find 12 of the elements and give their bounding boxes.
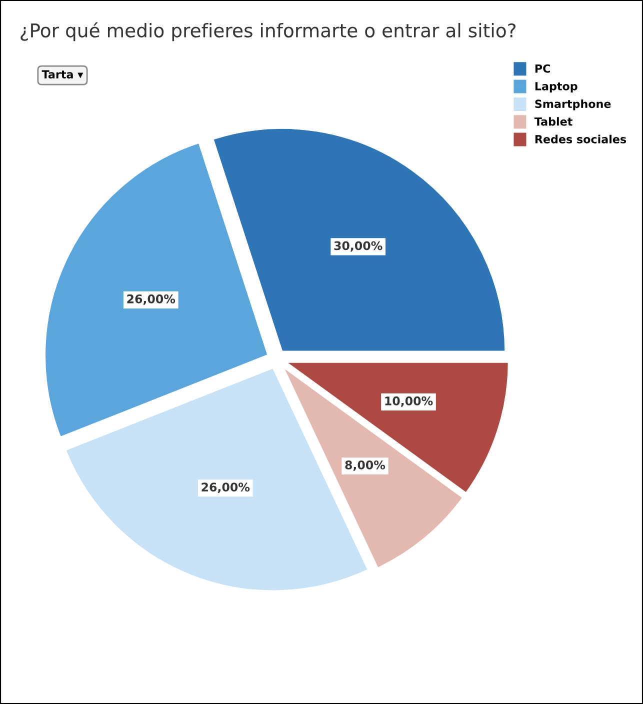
text: Tarta ▾ — [42, 70, 84, 79]
legend-label: Tablet — [534, 117, 572, 126]
chart-title: ¿Por qué medio prefieres informarte o entrar al sitio? — [20, 22, 516, 42]
data-label: 30,00% — [334, 241, 382, 252]
data-label: 8,00% — [345, 460, 386, 471]
legend-label: PC — [535, 64, 550, 73]
data-label: 26,00% — [202, 482, 250, 494]
legend-label: Redes sociales — [535, 134, 626, 144]
legend-label: Laptop — [535, 82, 578, 93]
data-label: 10,00% — [385, 396, 433, 407]
legend-label: Smartphone — [535, 99, 611, 110]
data-label: 26,00% — [127, 294, 176, 305]
